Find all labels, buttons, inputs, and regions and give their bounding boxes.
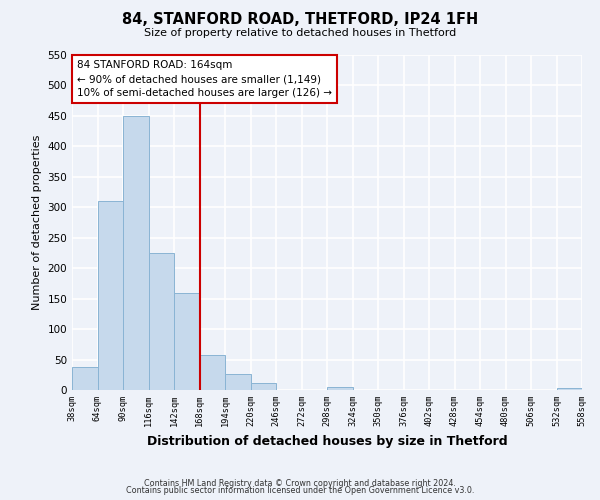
Bar <box>174 292 199 390</box>
Text: Contains public sector information licensed under the Open Government Licence v3: Contains public sector information licen… <box>126 486 474 495</box>
Y-axis label: Number of detached properties: Number of detached properties <box>32 135 42 310</box>
Bar <box>199 356 225 390</box>
Bar <box>123 116 149 390</box>
X-axis label: Distribution of detached houses by size in Thetford: Distribution of detached houses by size … <box>146 434 508 448</box>
Bar <box>97 201 123 390</box>
Bar <box>72 368 97 390</box>
Bar <box>149 253 174 390</box>
Text: Contains HM Land Registry data © Crown copyright and database right 2024.: Contains HM Land Registry data © Crown c… <box>144 478 456 488</box>
Bar <box>251 382 276 390</box>
Bar <box>225 374 251 390</box>
Bar <box>327 387 353 390</box>
Bar <box>557 388 582 390</box>
Text: Size of property relative to detached houses in Thetford: Size of property relative to detached ho… <box>144 28 456 38</box>
Text: 84 STANFORD ROAD: 164sqm
← 90% of detached houses are smaller (1,149)
10% of sem: 84 STANFORD ROAD: 164sqm ← 90% of detach… <box>77 60 332 98</box>
Text: 84, STANFORD ROAD, THETFORD, IP24 1FH: 84, STANFORD ROAD, THETFORD, IP24 1FH <box>122 12 478 28</box>
